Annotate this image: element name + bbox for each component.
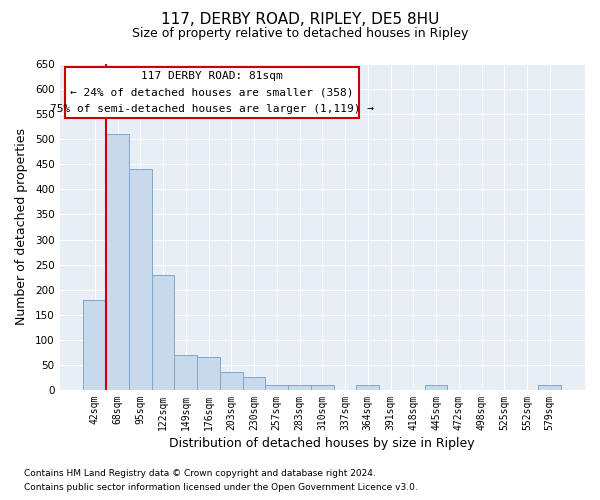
Bar bbox=[356, 385, 379, 390]
Bar bbox=[538, 385, 561, 390]
Bar bbox=[288, 385, 311, 390]
Bar bbox=[83, 300, 106, 390]
X-axis label: Distribution of detached houses by size in Ripley: Distribution of detached houses by size … bbox=[169, 437, 475, 450]
Bar bbox=[425, 385, 448, 390]
Bar bbox=[175, 355, 197, 390]
Bar bbox=[197, 358, 220, 390]
Y-axis label: Number of detached properties: Number of detached properties bbox=[15, 128, 28, 326]
Text: Size of property relative to detached houses in Ripley: Size of property relative to detached ho… bbox=[132, 28, 468, 40]
Bar bbox=[106, 134, 129, 390]
Bar bbox=[129, 170, 152, 390]
Text: 117 DERBY ROAD: 81sqm: 117 DERBY ROAD: 81sqm bbox=[141, 70, 283, 81]
FancyBboxPatch shape bbox=[65, 68, 359, 118]
Bar bbox=[265, 385, 288, 390]
Text: 117, DERBY ROAD, RIPLEY, DE5 8HU: 117, DERBY ROAD, RIPLEY, DE5 8HU bbox=[161, 12, 439, 28]
Bar bbox=[152, 274, 175, 390]
Bar bbox=[311, 385, 334, 390]
Text: ← 24% of detached houses are smaller (358): ← 24% of detached houses are smaller (35… bbox=[70, 88, 353, 98]
Text: Contains public sector information licensed under the Open Government Licence v3: Contains public sector information licen… bbox=[24, 484, 418, 492]
Text: Contains HM Land Registry data © Crown copyright and database right 2024.: Contains HM Land Registry data © Crown c… bbox=[24, 468, 376, 477]
Bar bbox=[242, 378, 265, 390]
Bar bbox=[220, 372, 242, 390]
Text: 75% of semi-detached houses are larger (1,119) →: 75% of semi-detached houses are larger (… bbox=[50, 104, 374, 114]
